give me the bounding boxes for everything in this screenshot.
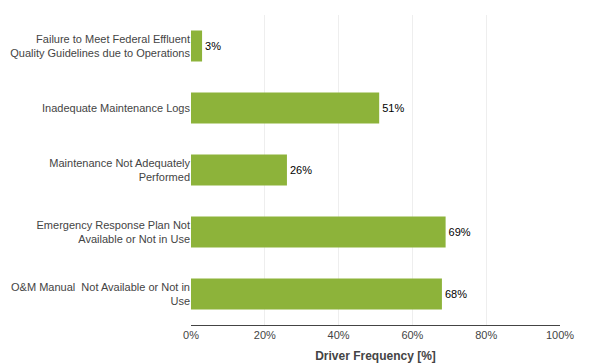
svg-text:20%: 20% (254, 329, 276, 341)
svg-text:3%: 3% (205, 40, 221, 52)
svg-text:Failure to Meet Federal Efflue: Failure to Meet Federal EffluentQuality … (10, 33, 190, 59)
svg-text:40%: 40% (328, 329, 350, 341)
svg-text:26%: 26% (290, 164, 312, 176)
svg-text:51%: 51% (382, 102, 404, 114)
svg-text:69%: 69% (449, 226, 471, 238)
svg-text:Emergency Response Plan NotAva: Emergency Response Plan NotAvailable or … (37, 219, 190, 245)
svg-text:80%: 80% (475, 329, 497, 341)
svg-text:Maintenance Not AdequatelyPerf: Maintenance Not AdequatelyPerformed (49, 157, 190, 183)
svg-text:Driver Frequency [%]: Driver Frequency [%] (315, 349, 436, 363)
svg-text:0%: 0% (183, 329, 199, 341)
svg-text:60%: 60% (401, 329, 423, 341)
svg-text:Inadequate Maintenance Logs: Inadequate Maintenance Logs (42, 102, 191, 114)
svg-text:100%: 100% (546, 329, 574, 341)
svg-text:68%: 68% (445, 288, 467, 300)
svg-text:O&M Manual Not Available or N: O&M Manual Not Available or Not inUse (11, 281, 190, 307)
